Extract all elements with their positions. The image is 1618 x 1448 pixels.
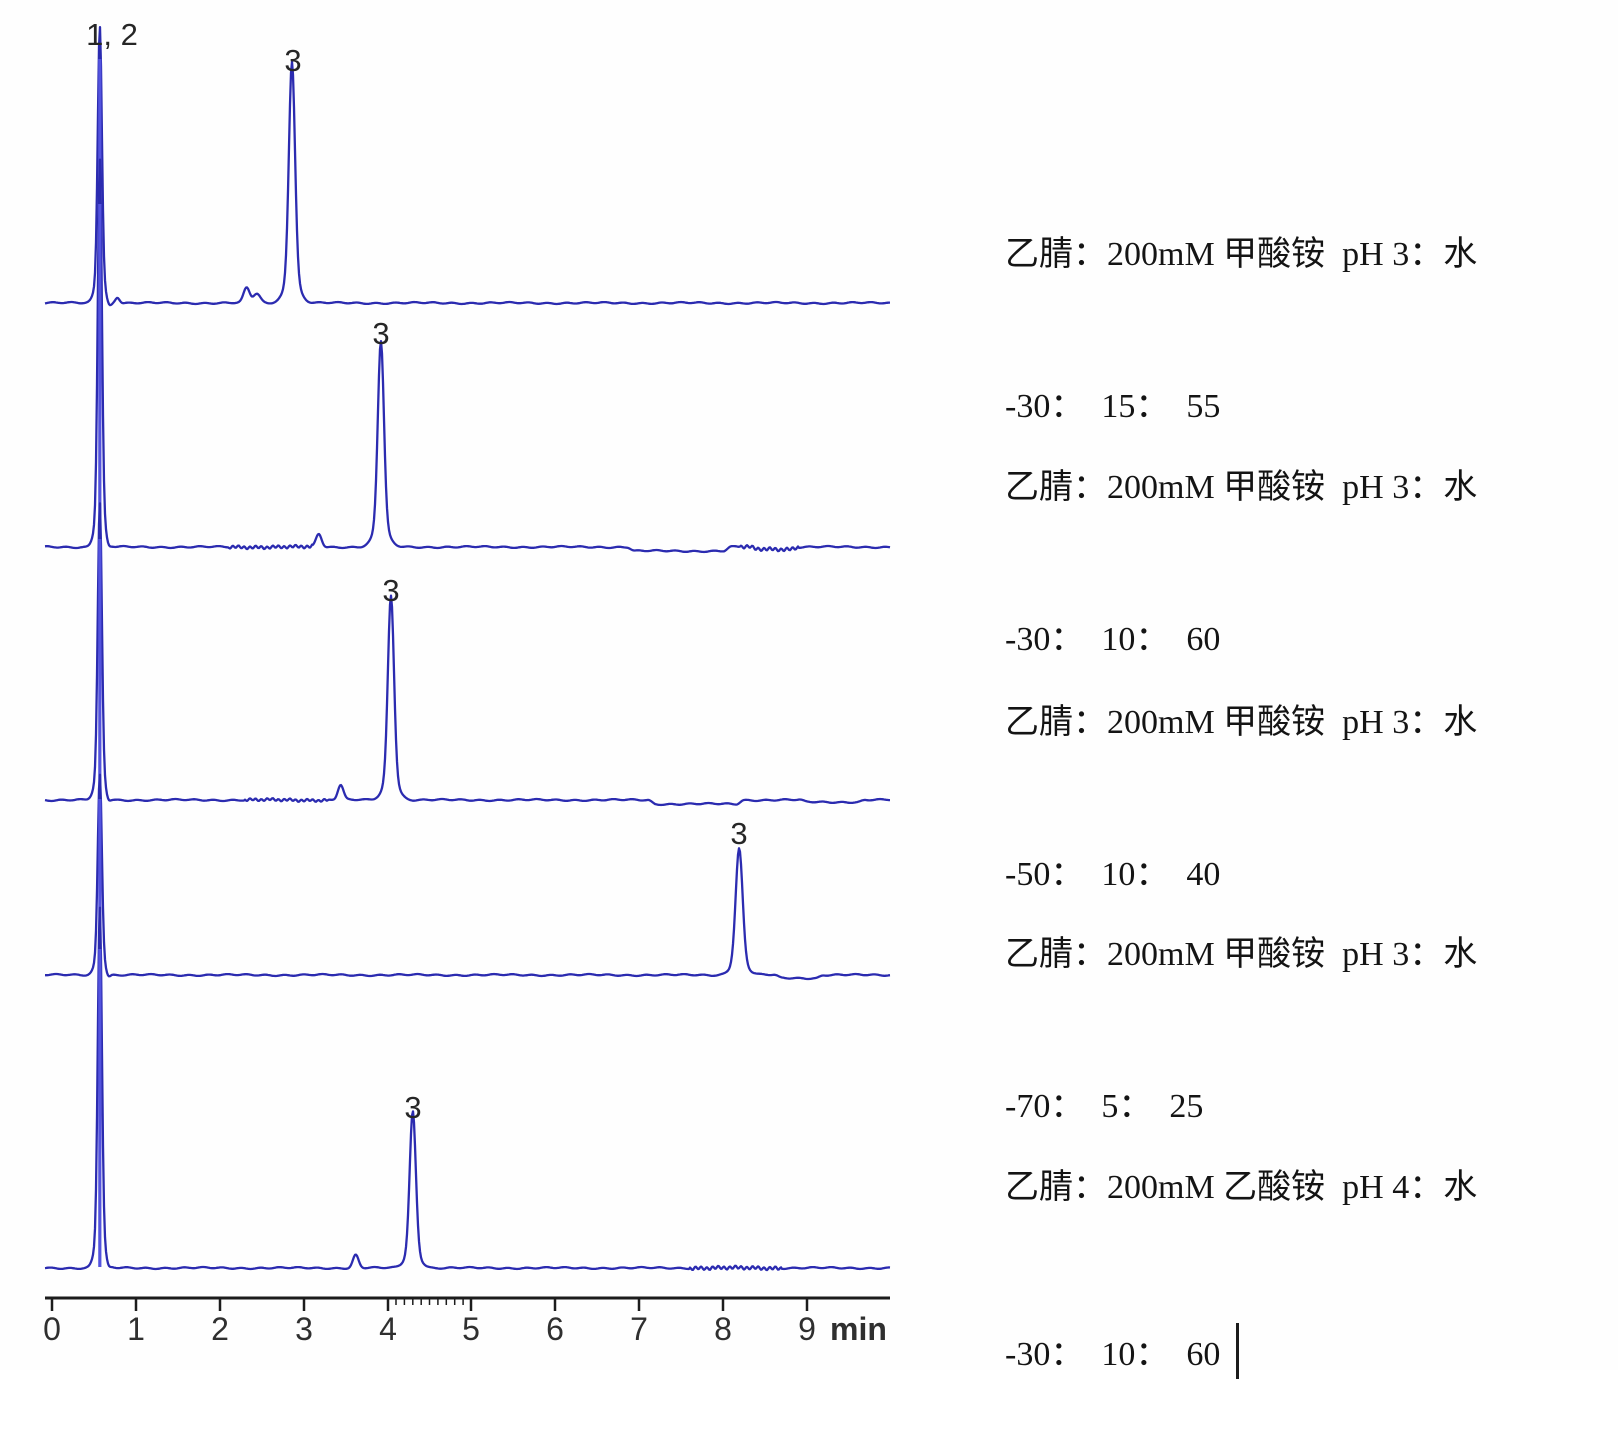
x-tick-label: 3 <box>295 1311 313 1347</box>
peak-label-3-trace1: 3 <box>284 43 301 78</box>
traces-group <box>44 25 891 1272</box>
annotation-4-line2: -70： 5： 25 <box>1005 1088 1204 1125</box>
x-tick-label: 5 <box>462 1311 480 1347</box>
trace-5-path <box>44 906 891 1272</box>
annotation-5-line2: -30： 10： 60 <box>1005 1323 1525 1379</box>
x-tick-label: 4 <box>379 1311 397 1347</box>
x-tick-label: 7 <box>630 1311 648 1347</box>
annotation-4: 乙腈：200mM 甲酸铵 pH 3：水 -70： 5： 25 <box>1005 870 1525 1192</box>
annotation-3-line2: -50： 10： 40 <box>1005 856 1221 893</box>
peak-labels: 1, 2 3 3 3 3 3 <box>86 17 747 1125</box>
x-tick-label: 0 <box>43 1311 61 1347</box>
x-tick-label: 2 <box>211 1311 229 1347</box>
trace-2-path <box>44 158 891 554</box>
x-tick-label: 8 <box>714 1311 732 1347</box>
peak-label-3-trace5: 3 <box>404 1090 421 1125</box>
chromatogram-figure: 0 1 2 3 4 5 6 7 8 9 min 1, 2 3 3 3 3 3 乙… <box>43 17 1525 1379</box>
annotation-5: 乙腈：200mM 乙酸铵 pH 4：水 -30： 10： 60 <box>1005 1103 1525 1447</box>
annotation-5-line1: 乙腈：200mM 乙酸铵 pH 4：水 <box>1005 1169 1478 1206</box>
trace-4-path <box>44 773 891 981</box>
x-axis <box>45 1296 890 1311</box>
annotation-2: 乙腈：200mM 甲酸铵 pH 3：水 -30： 10： 60 <box>1005 403 1525 725</box>
peak-label-3-trace2: 3 <box>372 316 389 351</box>
trace-3-path <box>44 502 891 807</box>
x-axis-unit-label: min <box>830 1311 887 1347</box>
x-axis-labels: 0 1 2 3 4 5 6 7 8 9 min <box>43 1311 887 1347</box>
annotation-3: 乙腈：200mM 甲酸铵 pH 3：水 -50： 10： 40 <box>1005 638 1525 960</box>
annotation-3-line1: 乙腈：200mM 甲酸铵 pH 3：水 <box>1005 704 1478 741</box>
trace-1-path <box>44 25 891 307</box>
peak-label-solvent-trace1: 1, 2 <box>86 17 138 52</box>
annotation-2-line2: -30： 10： 60 <box>1005 621 1221 658</box>
x-axis-major-ticks <box>50 1298 809 1311</box>
annotation-2-line1: 乙腈：200mM 甲酸铵 pH 3：水 <box>1005 469 1478 506</box>
annotation-1-line2: -30： 15： 55 <box>1005 388 1221 425</box>
x-tick-label: 1 <box>127 1311 145 1347</box>
chromatogram-svg: 0 1 2 3 4 5 6 7 8 9 min 1, 2 3 3 3 3 3 <box>43 17 891 1347</box>
peak-label-3-trace4: 3 <box>730 816 747 851</box>
annotation-1-line1: 乙腈：200mM 甲酸铵 pH 3：水 <box>1005 236 1478 273</box>
peak-label-3-trace3: 3 <box>382 573 399 608</box>
text-cursor <box>1236 1323 1240 1379</box>
x-tick-label: 9 <box>798 1311 816 1347</box>
annotation-1: 乙腈：200mM 甲酸铵 pH 3：水 -30： 15： 55 <box>1005 170 1525 492</box>
annotation-4-line1: 乙腈：200mM 甲酸铵 pH 3：水 <box>1005 936 1478 973</box>
x-tick-label: 6 <box>546 1311 564 1347</box>
x-axis-minor-ticks <box>395 1298 464 1305</box>
